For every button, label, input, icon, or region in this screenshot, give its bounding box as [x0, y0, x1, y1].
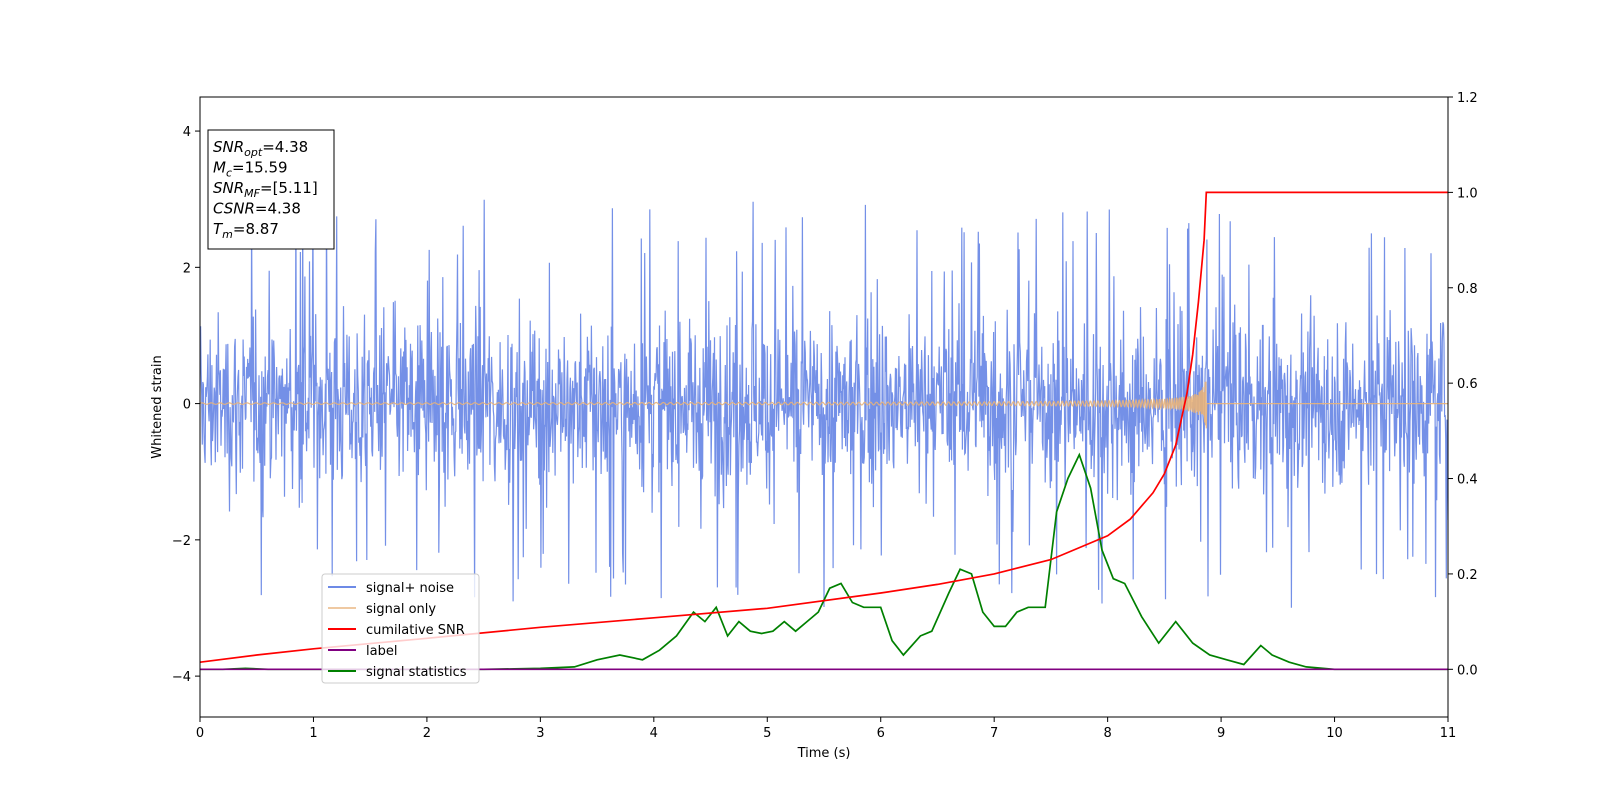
x-tick-label: 9: [1217, 726, 1225, 741]
legend-label: signal statistics: [366, 665, 467, 680]
annotation-value: =15.59: [232, 159, 288, 177]
annotation-symbol: T: [213, 220, 224, 238]
legend-label: signal+ noise: [366, 581, 454, 596]
y-tick-label: −4: [172, 670, 191, 685]
x-tick-label: 3: [536, 726, 544, 741]
annotation-line: CSNR=4.38: [213, 200, 301, 218]
x-tick-label: 0: [196, 726, 204, 741]
legend: signal+ noise signal only cumilative SNR la…: [321, 573, 480, 684]
annotation-box: SNRopt=4.38Mc=15.59SNRMF=[5.11]CSNR=4.38…: [207, 129, 335, 250]
y2-tick-label: 0.8: [1457, 282, 1478, 297]
legend-label: cumilative SNR: [366, 623, 465, 638]
y-tick-label: 4: [183, 125, 191, 140]
y2-tick-label: 1.2: [1457, 91, 1478, 106]
annotation-symbol: CSNR: [213, 200, 255, 218]
series-line-signal-only: [200, 381, 1448, 429]
legend-label: label: [366, 644, 397, 659]
annotation-value: =4.38: [262, 138, 308, 156]
annotation-line: Mc=15.59: [213, 159, 288, 180]
series-signal-noise: [200, 199, 1448, 608]
x-tick-label: 5: [763, 726, 771, 741]
y-tick-label: 0: [183, 398, 191, 413]
x-tick-label: 10: [1326, 726, 1343, 741]
annotation-subscript: opt: [244, 146, 263, 159]
x-tick-label: 7: [990, 726, 998, 741]
annotation-symbol: SNR: [213, 138, 244, 156]
x-tick-label: 1: [309, 726, 317, 741]
series-line-signal-noise: [200, 199, 1448, 608]
axes: 0 1 2 3 4 5 6 7 8 9 10 11 −4 −2 0 2 4 0.0 0.2 0.4 0.6 0.8 1.0 1…: [172, 91, 1478, 741]
y-tick-label: 2: [183, 261, 191, 276]
legend-label: signal only: [366, 602, 436, 617]
annotation-frame: [207, 129, 335, 250]
annotation-value: =8.87: [233, 220, 279, 238]
series-signal-only: [200, 381, 1448, 429]
annotation-line: SNRopt=4.38: [213, 138, 308, 159]
annotation-symbol: SNR: [213, 179, 244, 197]
annotation-value: =[5.11]: [260, 179, 318, 197]
plot-frame: [199, 96, 1449, 718]
series-line-signal-statistics: [200, 452, 1448, 671]
y-tick-label: −2: [172, 534, 191, 549]
x-tick-label: 2: [423, 726, 431, 741]
y2-tick-label: 0.0: [1457, 663, 1478, 678]
annotation-subscript: m: [222, 228, 233, 241]
annotation-value: =4.38: [255, 200, 301, 218]
x-tick-label: 4: [650, 726, 658, 741]
x-tick-label: 6: [877, 726, 885, 741]
series-line-cumilative-snr: [200, 191, 1448, 664]
x-tick-label: 8: [1103, 726, 1111, 741]
annotation-line: Tm=8.87: [213, 220, 279, 241]
y-axis-label: Whitened strain: [150, 355, 165, 458]
annotation-line: SNRMF=[5.11]: [213, 179, 318, 200]
annotation-subscript: MF: [244, 187, 260, 200]
legend-frame: [321, 573, 480, 684]
y2-tick-label: 0.2: [1457, 568, 1478, 583]
y2-tick-label: 0.6: [1457, 377, 1478, 392]
x-tick-label: 11: [1440, 726, 1457, 741]
x-axis-label: Time (s): [797, 746, 851, 761]
annotation-subscript: c: [226, 167, 232, 180]
y2-tick-label: 1.0: [1457, 186, 1478, 201]
y2-tick-label: 0.4: [1457, 473, 1478, 488]
annotation-symbol: M: [213, 159, 226, 177]
